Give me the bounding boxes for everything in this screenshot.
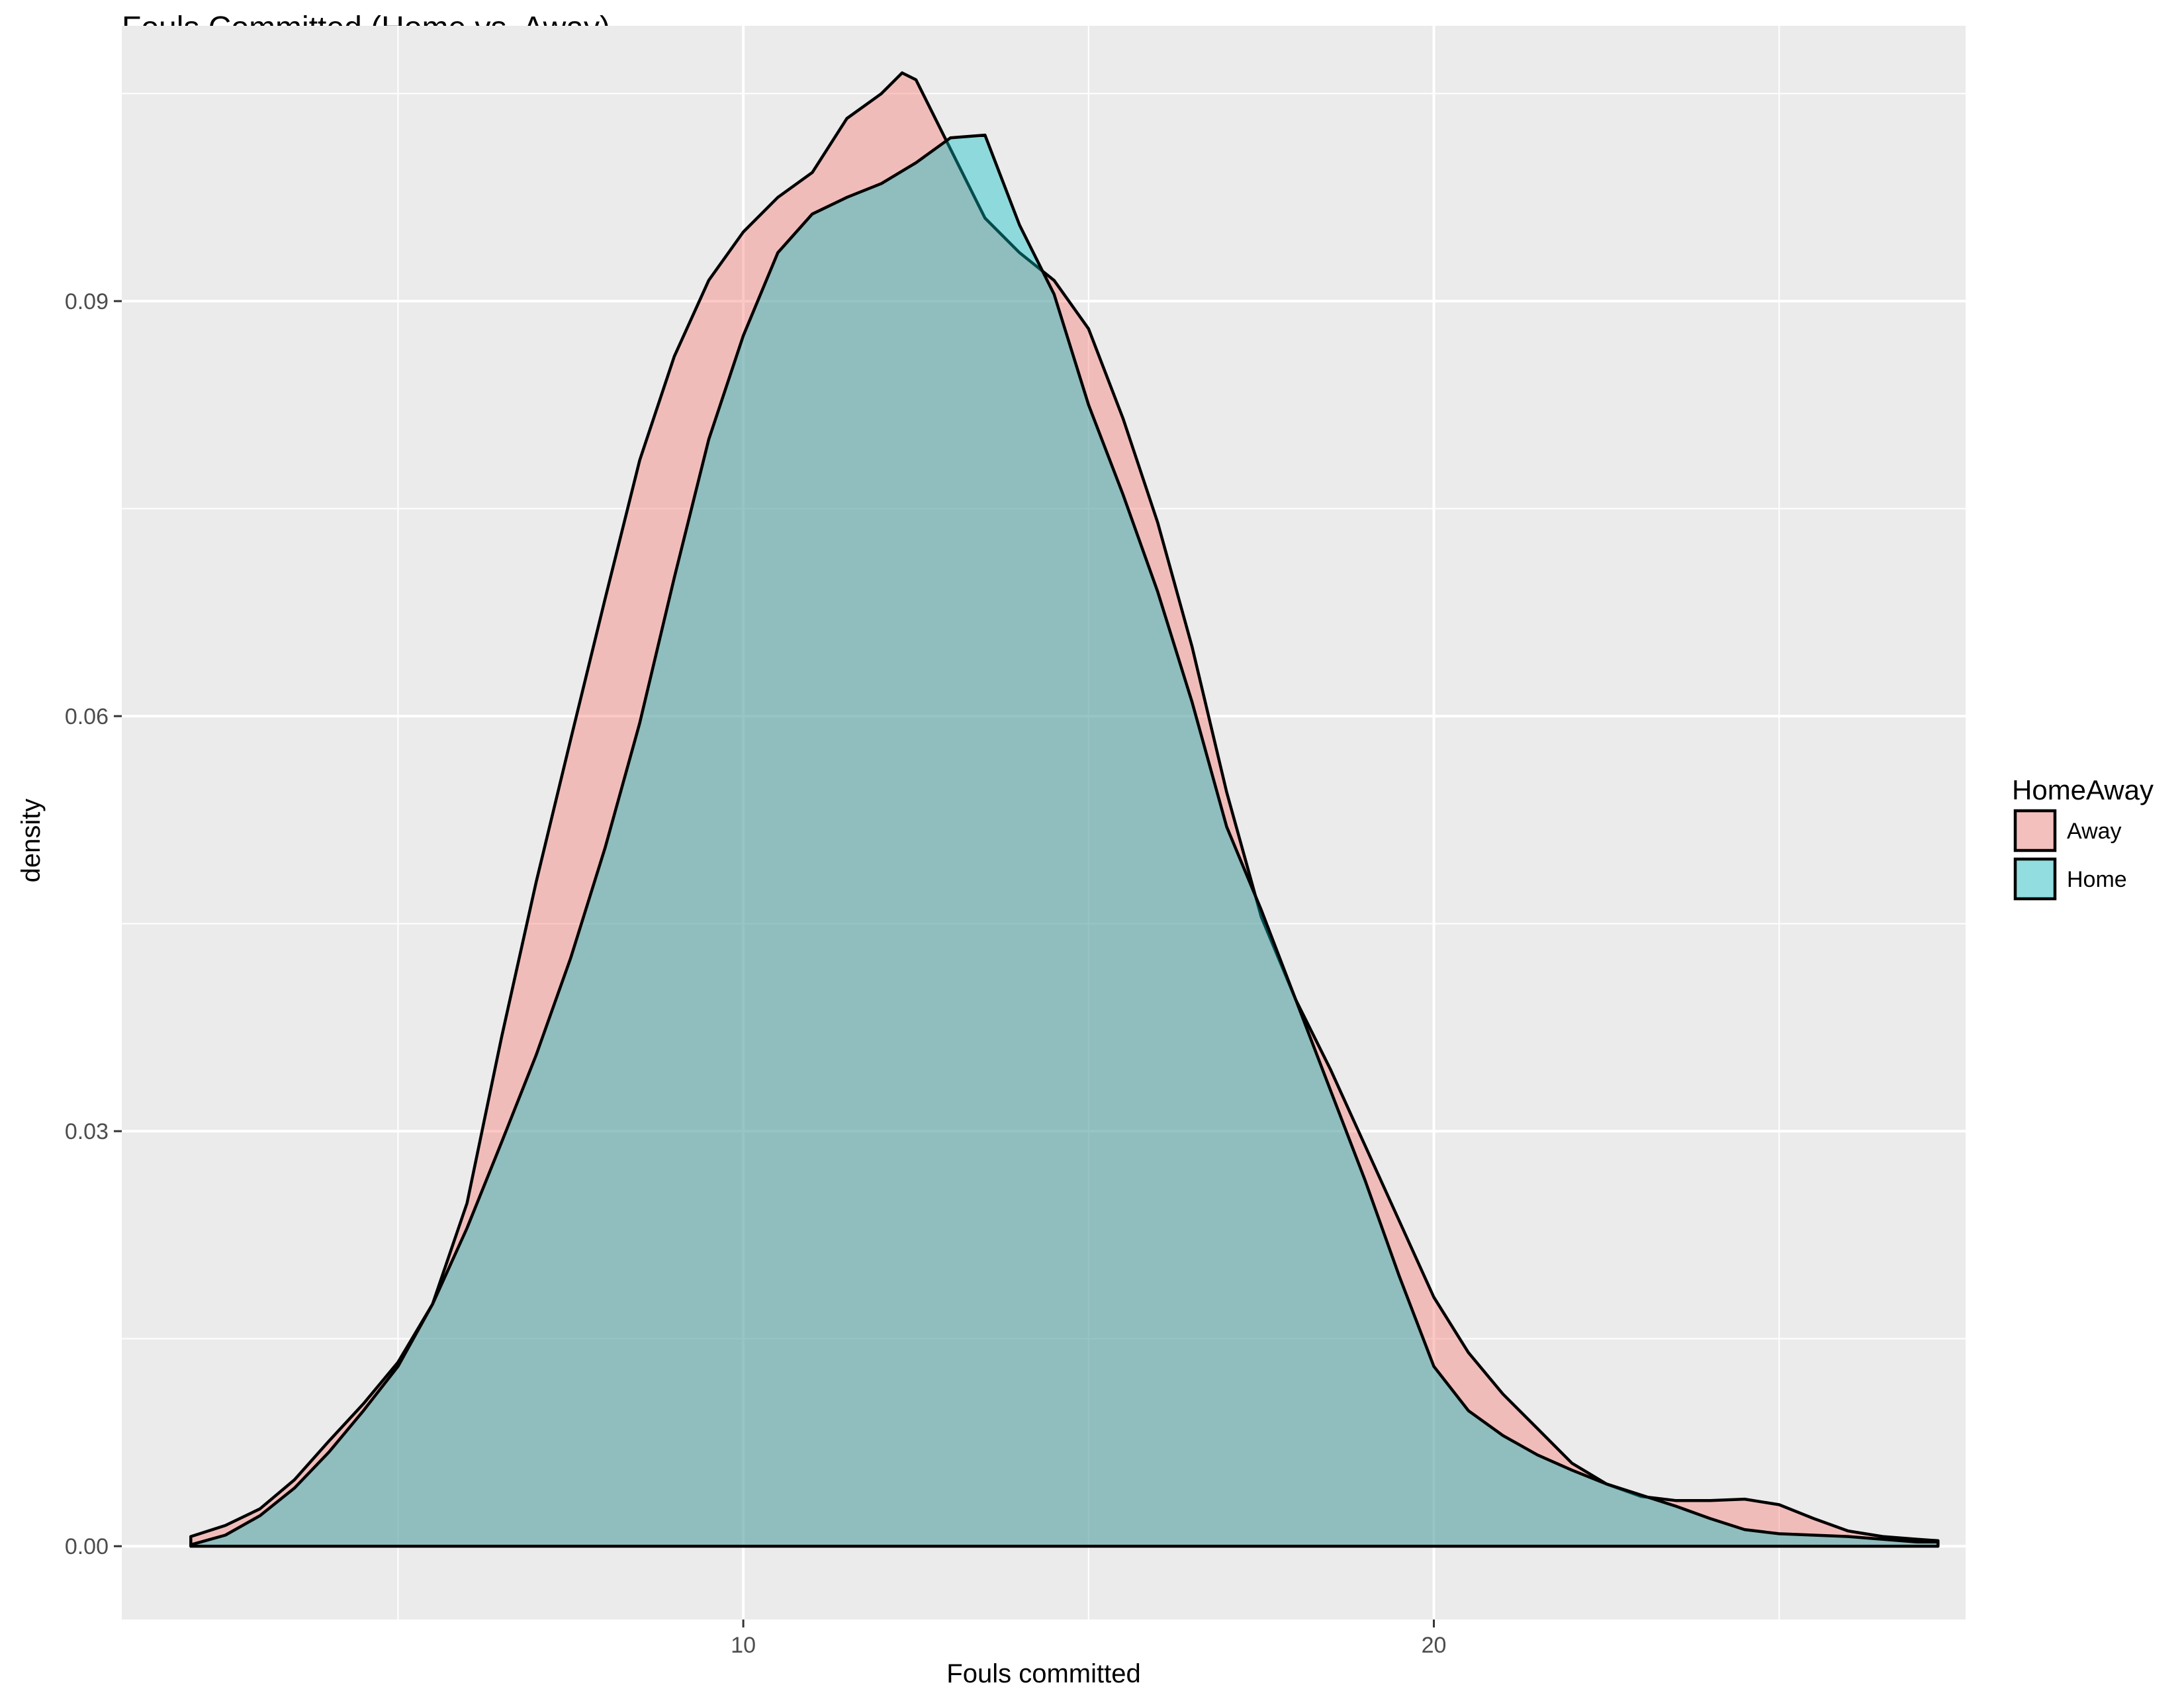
density-areas: [189, 71, 1940, 1548]
legend-key-bg: [2014, 809, 2056, 852]
x-axis-label: Fouls committed: [946, 1659, 1140, 1688]
axes: 0.00 0.03 0.06 0.09 10 20: [65, 289, 1447, 1658]
legend-title: HomeAway: [2012, 774, 2154, 805]
legend-key-home: [2013, 857, 2057, 901]
density-area-home: [189, 133, 1940, 1548]
y-tick-label: 0.09: [65, 289, 109, 314]
y-tick-label: 0.06: [65, 704, 109, 729]
legend-key-away: [2013, 809, 2057, 852]
x-tick-label: 20: [1422, 1633, 1447, 1658]
plot-panel: [122, 26, 1966, 1620]
density-area-away: [189, 71, 1940, 1548]
x-tick-label: 10: [731, 1633, 756, 1658]
legend-label-away: Away: [2067, 819, 2122, 844]
y-axis-label: density: [17, 799, 46, 883]
legend-key-bg: [2014, 858, 2056, 900]
y-tick-label: 0.03: [65, 1119, 109, 1144]
y-tick-label: 0.00: [65, 1534, 109, 1559]
legend-items: Away Home: [2013, 809, 2127, 901]
legend-label-home: Home: [2067, 867, 2127, 892]
legend: HomeAway Away Home: [2012, 774, 2154, 901]
